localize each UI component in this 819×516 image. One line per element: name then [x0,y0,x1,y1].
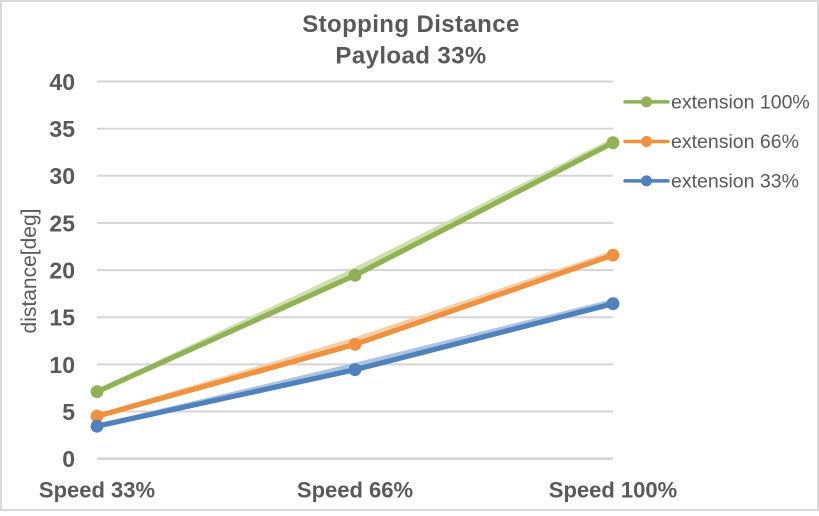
svg-text:10: 10 [49,352,75,378]
svg-text:extension 100%: extension 100% [671,92,810,114]
svg-text:Speed 100%: Speed 100% [549,477,677,502]
svg-text:extension 33%: extension 33% [671,171,799,193]
svg-text:Speed 33%: Speed 33% [39,477,155,502]
svg-text:25: 25 [49,210,75,236]
svg-text:Payload 33%: Payload 33% [335,43,486,70]
svg-text:0: 0 [62,446,75,472]
svg-text:40: 40 [49,69,75,95]
svg-text:extension 66%: extension 66% [671,131,799,153]
svg-text:Stopping Distance: Stopping Distance [302,11,519,38]
svg-text:30: 30 [49,163,75,189]
svg-text:35: 35 [49,116,75,142]
svg-text:20: 20 [49,258,75,284]
svg-text:Speed 66%: Speed 66% [297,477,413,502]
svg-text:5: 5 [62,399,75,425]
svg-text:15: 15 [49,305,75,331]
svg-text:distance[deg]: distance[deg] [18,209,41,334]
